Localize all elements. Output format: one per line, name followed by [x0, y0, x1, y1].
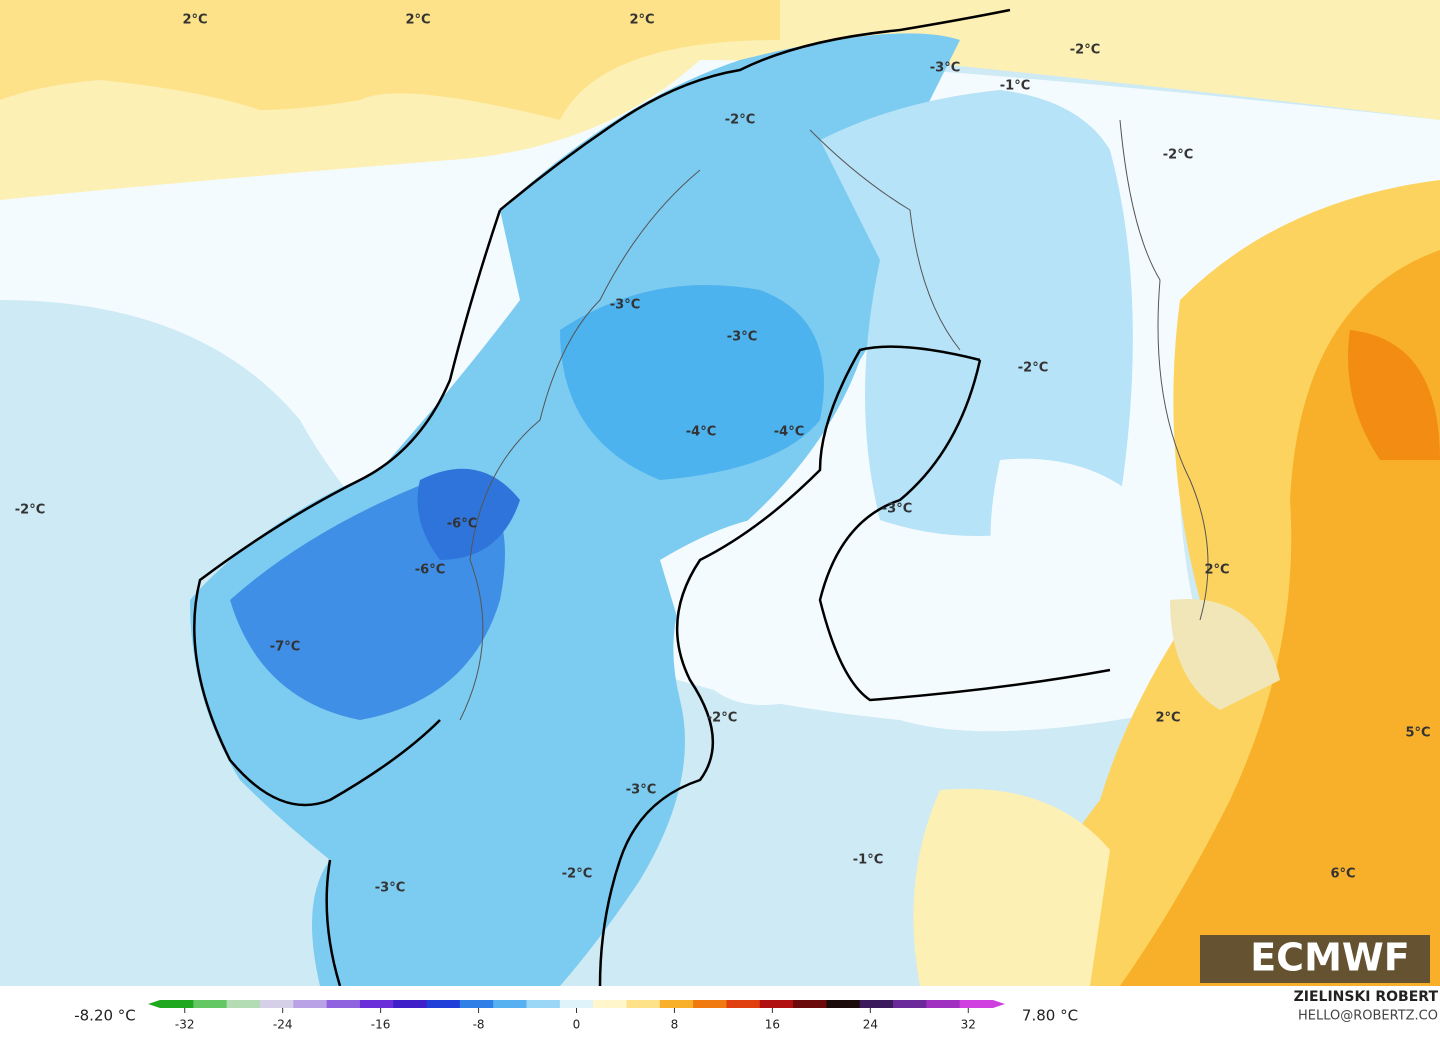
temperature-label: -6°C	[447, 517, 477, 532]
temperature-label: -3°C	[610, 298, 640, 313]
temperature-label: -1°C	[1000, 79, 1030, 94]
temperature-label: 5°C	[1405, 726, 1430, 741]
temperature-label: -2°C	[1018, 361, 1048, 376]
colorbar-arrow	[993, 1000, 1005, 1008]
temperature-label: -1°C	[853, 853, 883, 868]
max-label: 7.80 °C	[1022, 1007, 1078, 1025]
min-label: -8.20 °C	[74, 1007, 136, 1025]
colorbar-segment	[559, 1000, 594, 1008]
temperature-label: 2°C	[405, 13, 430, 28]
temperature-labels: 2°C 2°C 2°C -2°C -3°C -1°C -2°C -2°C -3°C -3°C -2°…	[15, 13, 1431, 896]
colorbar-segment	[659, 1000, 694, 1008]
colorbar-tick-label: 32	[961, 1018, 976, 1032]
colorbar-segment	[859, 1000, 894, 1008]
colorbar-segment	[959, 1000, 994, 1008]
colorbar-segment	[626, 1000, 661, 1008]
colorbar-segment	[759, 1000, 794, 1008]
colorbar-segment	[926, 1000, 961, 1008]
temperature-label: -3°C	[882, 502, 912, 517]
temperature-label: -2°C	[562, 867, 592, 882]
logo: ECMWF	[1250, 936, 1410, 980]
colorbar-segment	[393, 1000, 428, 1008]
colorbar-arrow	[148, 1000, 160, 1008]
temperature-label: -2°C	[1163, 148, 1193, 163]
colorbar-segment	[893, 1000, 927, 1008]
colorbar-segment	[160, 1000, 194, 1008]
colorbar-segment	[793, 1000, 827, 1008]
colorbar-tick-label: 16	[765, 1018, 780, 1032]
temperature-label: -2°C	[707, 711, 737, 726]
colorbar-tick-label: 0	[573, 1018, 581, 1032]
temperature-label: 2°C	[629, 13, 654, 28]
temperature-label: -3°C	[626, 783, 656, 798]
colorbar-segment	[593, 1000, 627, 1008]
colorbar-segment	[693, 1000, 727, 1008]
temperature-label: 6°C	[1330, 867, 1355, 882]
temperature-label: 2°C	[1155, 711, 1180, 726]
temperature-label: -2°C	[725, 113, 755, 128]
colorbar: -32 -24 -16 -8 0 8 16 24 32	[148, 1000, 1005, 1032]
temperature-label: 2°C	[1204, 563, 1229, 578]
footer	[0, 986, 1440, 1035]
colorbar-segment	[226, 1000, 261, 1008]
colorbar-tick-label: 24	[863, 1018, 878, 1032]
email: HELLO@ROBERTZ.CO	[1298, 1009, 1438, 1024]
colorbar-segment	[826, 1000, 861, 1008]
logo-box	[1200, 935, 1430, 983]
temperature-label: -3°C	[727, 330, 757, 345]
temperature-label: -7°C	[270, 640, 300, 655]
colorbar-tick-label: -32	[175, 1018, 195, 1032]
colorbar-tick-label: -24	[273, 1018, 293, 1032]
author: ZIELINSKI ROBERT	[1294, 989, 1439, 1005]
colorbar-segment	[493, 1000, 528, 1008]
temperature-label: -4°C	[686, 425, 716, 440]
colorbar-tick-label: -8	[473, 1018, 485, 1032]
temperature-label: -2°C	[1070, 43, 1100, 58]
colorbar-segment	[726, 1000, 761, 1008]
colorbar-segment	[526, 1000, 561, 1008]
colorbar-segment	[326, 1000, 361, 1008]
colorbar-tick-label: -16	[371, 1018, 391, 1032]
colorbar-segment	[293, 1000, 328, 1008]
colorbar-segment	[259, 1000, 294, 1008]
colorbar-segment	[193, 1000, 228, 1008]
temperature-label: -4°C	[774, 425, 804, 440]
temperature-label: -3°C	[375, 881, 405, 896]
map-background	[0, 0, 1440, 987]
colorbar-segment	[426, 1000, 461, 1008]
colorbar-segment	[359, 1000, 394, 1008]
colorbar-segment	[459, 1000, 494, 1008]
temperature-label: -3°C	[930, 61, 960, 76]
temperature-label: -6°C	[415, 563, 445, 578]
temperature-label: -2°C	[15, 503, 45, 518]
temperature-label: 2°C	[182, 13, 207, 28]
colorbar-tick-label: 8	[671, 1018, 679, 1032]
